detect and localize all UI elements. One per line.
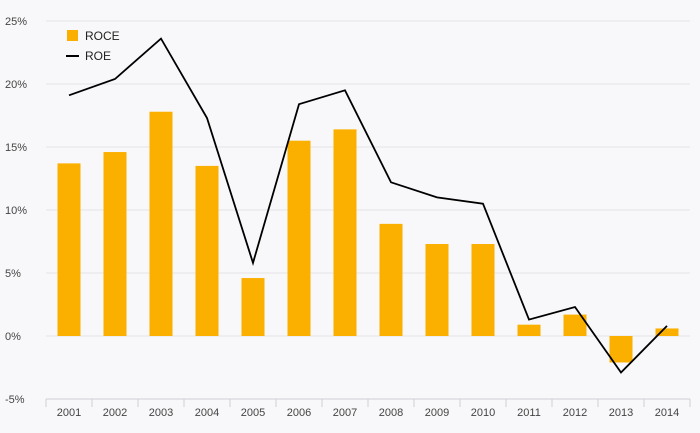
- bar-roce: [195, 165, 219, 336]
- x-axis: 2001 2002 2003 2004 2005 2006 2007 2008 2009 2010…: [45, 398, 691, 419]
- legend-label-roce: ROCE: [85, 29, 120, 43]
- y-tick-label: 5%: [5, 268, 21, 280]
- bar-roce: [563, 314, 587, 336]
- x-tick-label: 2011: [517, 407, 541, 419]
- bar-roce: [517, 324, 541, 336]
- legend-swatch-roce: [67, 30, 78, 41]
- x-tick-label: 2004: [195, 407, 219, 419]
- bar-roce: [379, 223, 403, 336]
- x-tick-label: 2008: [379, 407, 403, 419]
- y-axis-tick-labels: 25% 20% 15% 10% 5% 0% -5%: [5, 16, 27, 406]
- bar-roce: [149, 111, 173, 336]
- bar-roce: [103, 152, 127, 336]
- roe-line-group: [68, 37, 668, 374]
- y-tick-label: -5%: [5, 394, 25, 406]
- series-line-roe: [68, 37, 668, 374]
- x-tick-label: 2007: [333, 407, 357, 419]
- y-tick-label: 10%: [5, 205, 27, 217]
- gridlines: [46, 20, 690, 400]
- x-tick-label: 2010: [471, 407, 495, 419]
- legend-label-roe: ROE: [85, 49, 111, 63]
- x-tick-label: 2002: [103, 407, 127, 419]
- bar-roce: [333, 129, 357, 336]
- bar-roce: [287, 140, 311, 336]
- x-tick-label: 2014: [655, 407, 679, 419]
- x-tick-label: 2005: [241, 407, 265, 419]
- x-tick-label: 2012: [563, 407, 587, 419]
- legend: ROCE ROE: [66, 29, 120, 63]
- bar-roce: [471, 244, 495, 336]
- y-tick-label: 0%: [5, 331, 21, 343]
- x-tick-label: 2006: [287, 407, 311, 419]
- bar-roce: [241, 278, 265, 336]
- y-tick-label: 15%: [5, 142, 27, 154]
- x-tick-label: 2009: [425, 407, 449, 419]
- bar-roce: [57, 163, 81, 336]
- bar-roce: [655, 328, 679, 336]
- x-tick-label: 2013: [609, 407, 633, 419]
- x-tick-label: 2001: [57, 407, 81, 419]
- bar-roce: [609, 336, 633, 363]
- x-tick-label: 2003: [149, 407, 173, 419]
- y-tick-label: 20%: [5, 79, 27, 91]
- bar-roce: [425, 244, 449, 336]
- y-tick-label: 25%: [5, 16, 27, 28]
- roce-bars: [57, 111, 679, 363]
